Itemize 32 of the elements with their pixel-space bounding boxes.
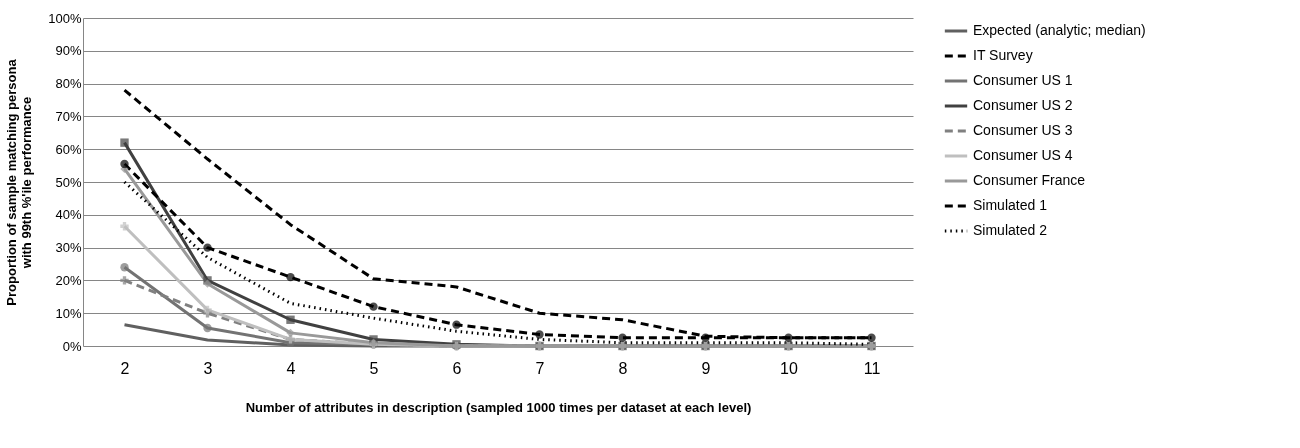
y-tick-label: 30% [55,240,82,256]
x-tick-label: 4 [286,359,296,377]
legend-label: Consumer US 1 [973,72,1073,88]
y-tick-label: 60% [55,141,82,157]
y-tick-label: 40% [55,207,82,223]
x-tick-label: 5 [369,359,379,377]
y-axis-title: Proportion of sample matching persona with 99th %'ile performance [4,58,35,306]
legend-label: Expected (analytic; median) [973,22,1146,38]
y-tick-label: 100% [48,10,82,26]
x-tick-label: 6 [452,359,462,377]
x-tick-label: 8 [618,359,628,377]
x-tick-label: 7 [535,359,545,377]
x-tick-label: 11 [863,359,881,377]
legend-label: Consumer US 2 [973,97,1073,113]
legend-label: Consumer US 3 [973,122,1073,138]
x-tick-label: 3 [203,359,213,377]
y-tick-label: 70% [55,108,82,124]
y-tick-label: 10% [55,305,82,321]
y-tick-label: 90% [55,43,82,59]
x-axis-title: Number of attributes in description (sampled 1000 times per dataset at each level) [245,399,752,415]
legend-label: Consumer US 4 [973,147,1073,163]
y-tick-label: 50% [55,174,82,190]
legend-label: Simulated 1 [973,197,1048,213]
x-tick-label: 2 [120,359,130,377]
y-tick-label: 20% [55,272,82,288]
y-tick-label: 0% [62,338,82,354]
legend-label: IT Survey [973,47,1033,63]
x-tick-label: 10 [780,359,798,377]
x-tick-label: 9 [701,359,711,377]
legend-label: Simulated 2 [973,222,1048,238]
y-tick-label: 80% [55,76,82,92]
legend-label: Consumer France [973,172,1086,188]
